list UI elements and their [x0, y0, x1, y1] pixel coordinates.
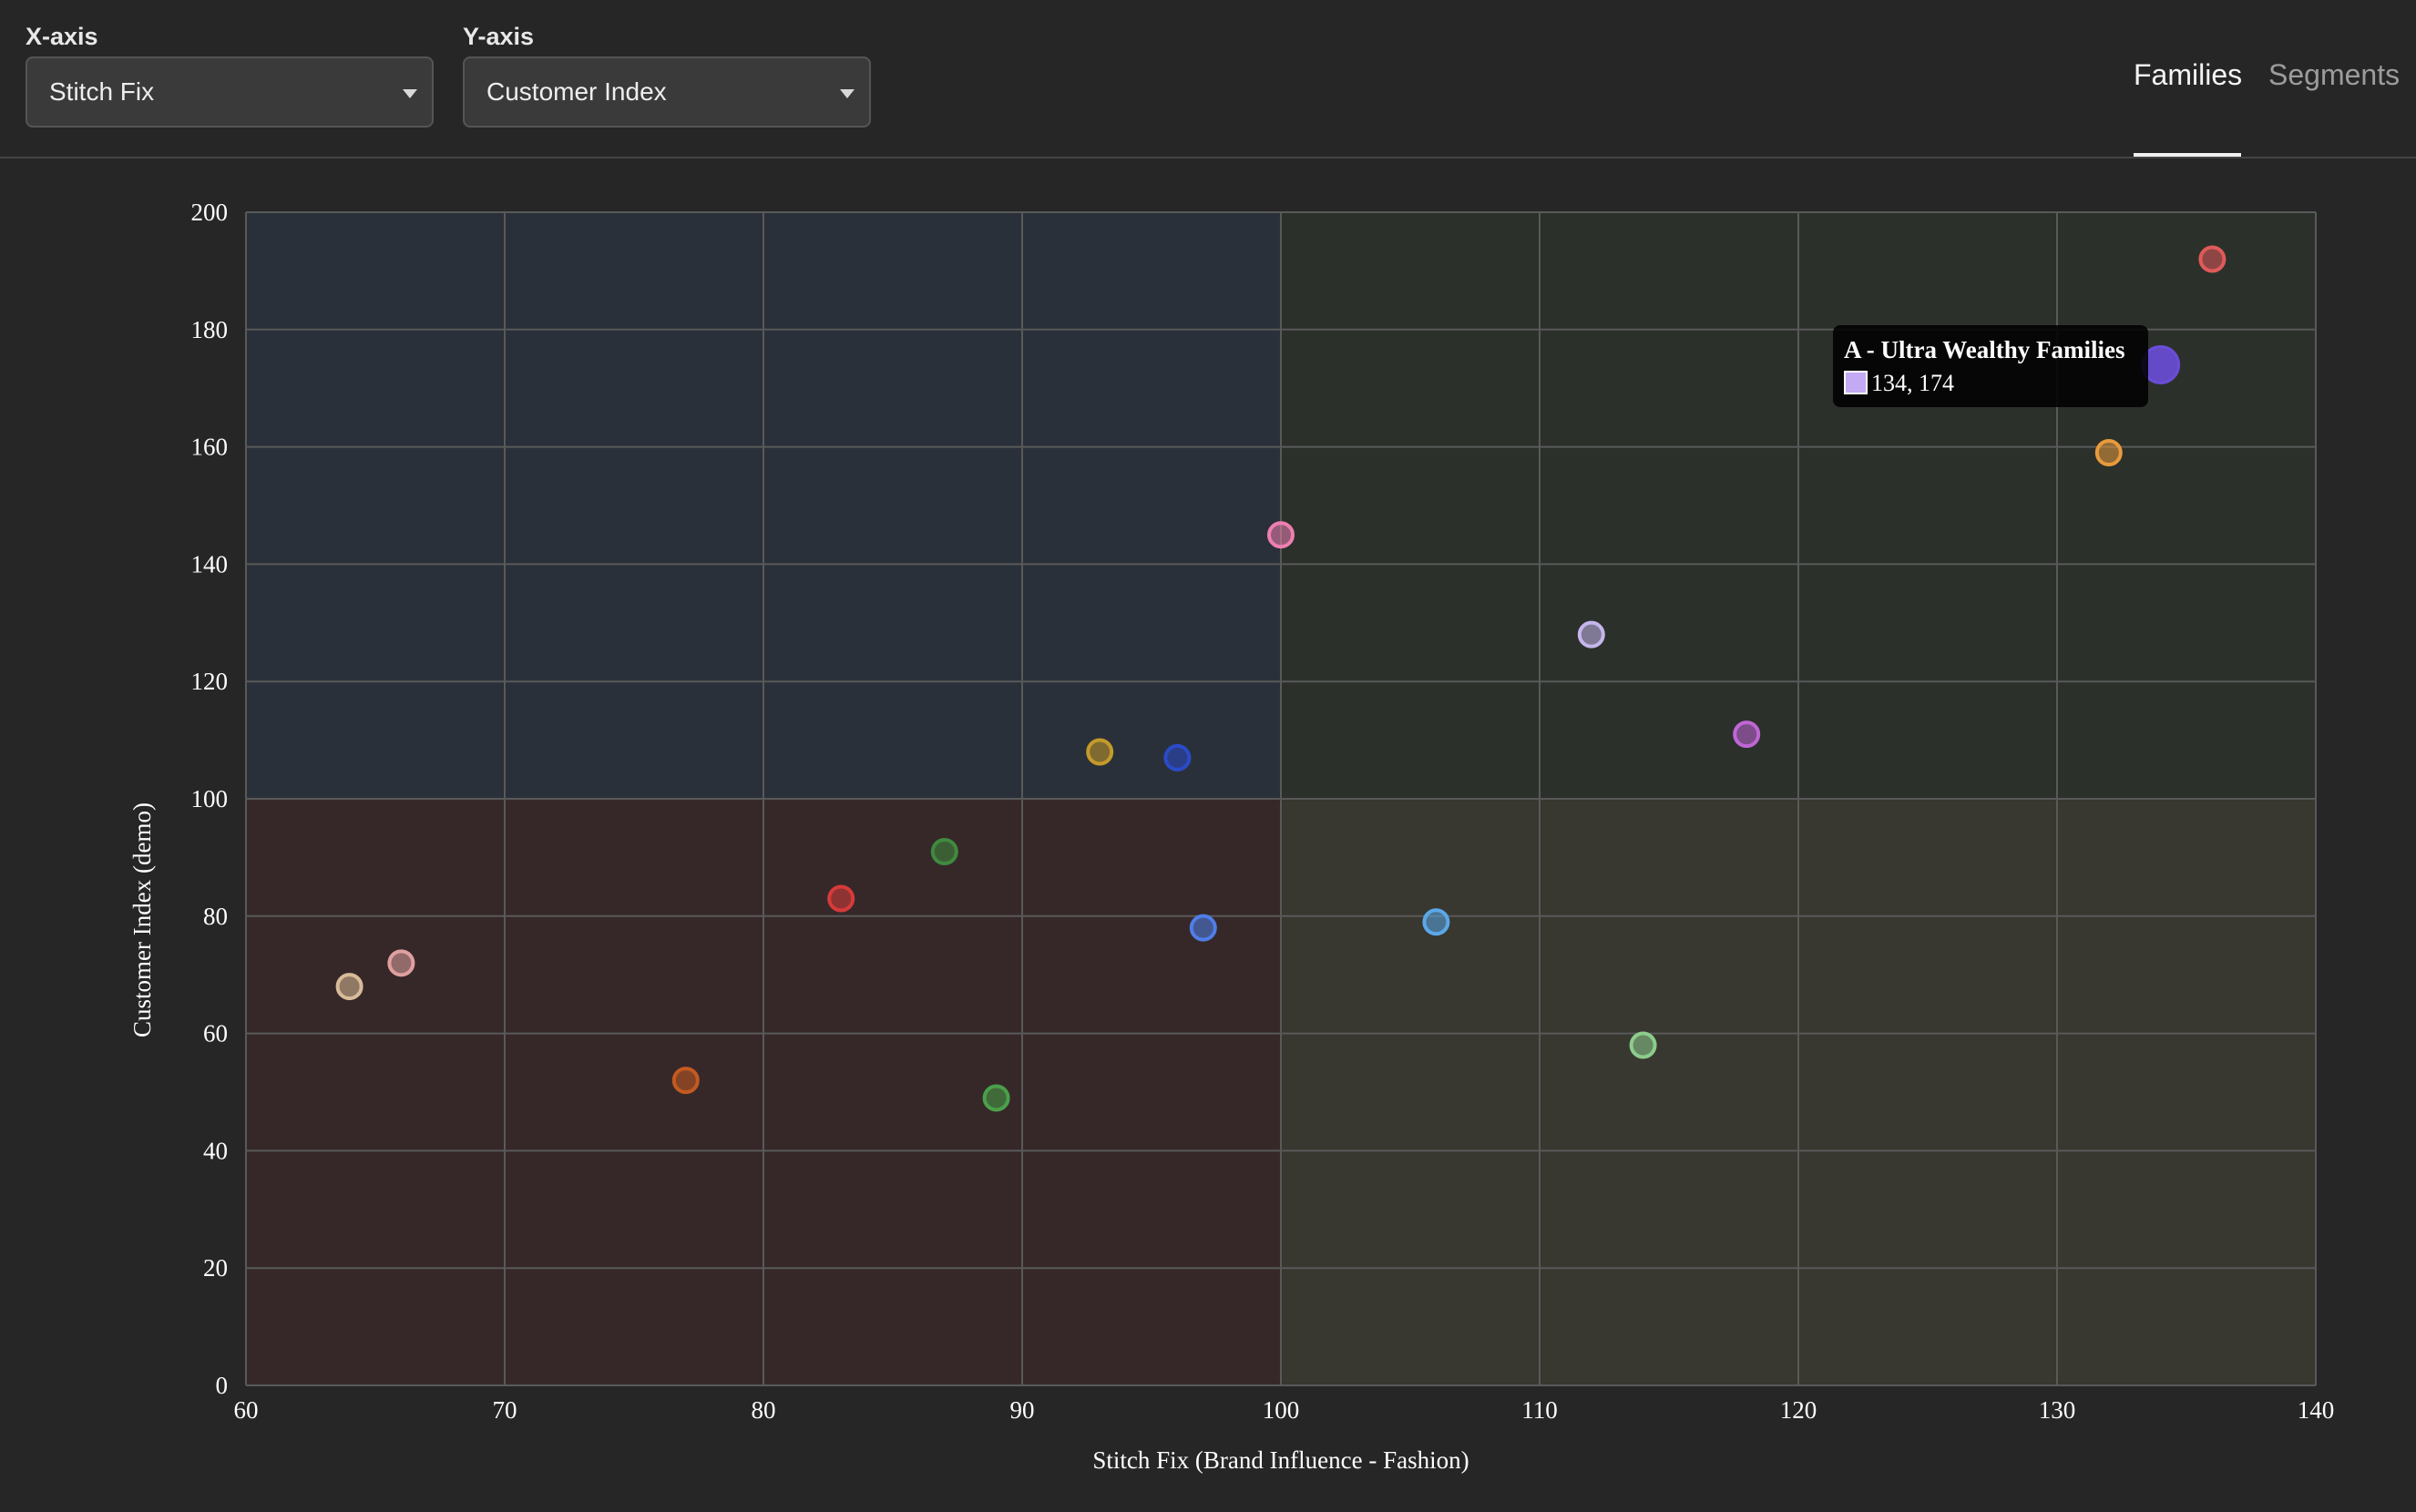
y-tick-label: 180	[191, 316, 229, 343]
chevron-down-icon	[840, 89, 855, 98]
y-axis-control: Y-axis Customer Index	[463, 20, 871, 128]
data-point[interactable]	[1163, 743, 1192, 771]
x-axis-select-value: Stitch Fix	[49, 77, 155, 106]
data-point[interactable]	[2198, 245, 2227, 273]
active-tab-indicator	[2134, 153, 2241, 157]
x-tick-label: 110	[1521, 1396, 1558, 1424]
y-axis-title: Customer Index (demo)	[128, 802, 156, 1037]
x-axis-label: X-axis	[26, 23, 98, 50]
data-point[interactable]	[1733, 720, 1761, 749]
data-point[interactable]	[1629, 1031, 1657, 1059]
y-tick-label: 100	[191, 785, 229, 812]
y-tick-label: 0	[216, 1372, 229, 1399]
tab-segments[interactable]: Segments	[2268, 58, 2401, 91]
tooltip-value: 134, 174	[1871, 370, 1954, 396]
x-tick-label: 130	[2039, 1396, 2076, 1424]
y-tick-label: 80	[203, 903, 228, 930]
y-tick-label: 20	[203, 1254, 228, 1282]
x-tick-label: 100	[1263, 1396, 1300, 1424]
x-tick-label: 80	[752, 1396, 776, 1424]
data-point[interactable]	[1267, 521, 1295, 549]
data-points	[335, 245, 2227, 1112]
scatter-chart: 60 70 80 90 100 110 120 130 140 0 20 40 60 80 100 120 14…	[128, 199, 2335, 1474]
toolbar: X-axis Stitch Fix Y-axis Customer Index …	[0, 0, 2416, 158]
data-point[interactable]	[387, 949, 415, 977]
data-point[interactable]	[2094, 439, 2123, 467]
x-tick-label: 60	[234, 1396, 259, 1424]
y-tick-label: 120	[191, 668, 229, 695]
y-tick-label: 140	[191, 550, 229, 577]
y-axis-select-value: Customer Index	[486, 77, 667, 106]
y-tick-label: 200	[191, 199, 229, 226]
data-point[interactable]	[335, 973, 363, 1001]
data-point[interactable]	[1422, 908, 1450, 936]
data-point[interactable]	[827, 884, 855, 913]
y-axis-label: Y-axis	[463, 23, 535, 50]
y-axis-select[interactable]: Customer Index	[463, 56, 871, 128]
axis-tick-labels: 60 70 80 90 100 110 120 130 140 0 20 40 60 80 100 120 14…	[191, 199, 2335, 1424]
x-axis-control: X-axis Stitch Fix	[26, 20, 434, 128]
y-tick-label: 40	[203, 1137, 228, 1164]
data-point[interactable]	[1577, 620, 1605, 649]
x-tick-label: 140	[2298, 1396, 2335, 1424]
data-point[interactable]	[930, 837, 958, 865]
x-tick-label: 70	[493, 1396, 517, 1424]
grid-lines	[245, 211, 2317, 1386]
data-point[interactable]	[982, 1084, 1010, 1112]
point-tooltip: A - Ultra Wealthy Families 134, 174	[1833, 325, 2148, 407]
x-axis-select[interactable]: Stitch Fix	[26, 56, 434, 128]
tooltip-value-row: 134, 174	[1844, 367, 2137, 400]
data-point[interactable]	[671, 1067, 700, 1095]
tooltip-title: A - Ultra Wealthy Families	[1844, 336, 2125, 363]
x-tick-label: 120	[1780, 1396, 1817, 1424]
y-tick-label: 60	[203, 1020, 228, 1047]
y-tick-label: 160	[191, 434, 229, 461]
data-point[interactable]	[1086, 738, 1114, 766]
x-tick-label: 90	[1010, 1396, 1035, 1424]
series-color-swatch	[1844, 371, 1868, 394]
data-point[interactable]	[1189, 914, 1217, 942]
tab-families[interactable]: Families	[2134, 58, 2243, 91]
x-axis-title: Stitch Fix (Brand Influence - Fashion)	[1092, 1446, 1469, 1474]
chevron-down-icon	[403, 89, 417, 98]
